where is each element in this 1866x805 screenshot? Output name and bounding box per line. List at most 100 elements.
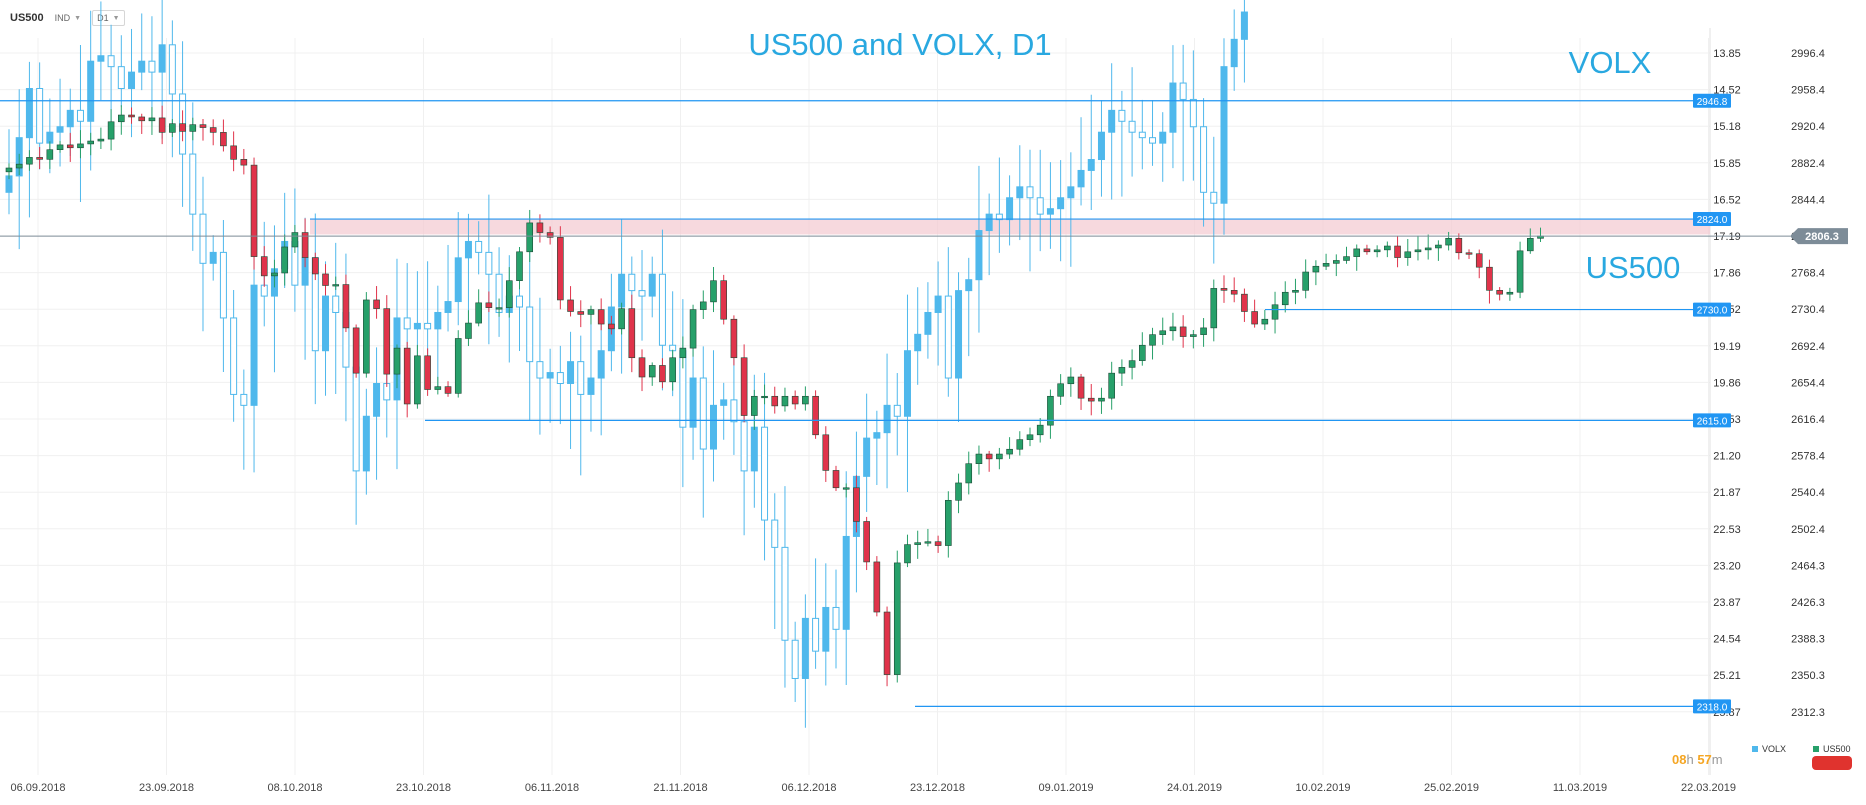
us500-candle-body xyxy=(1077,376,1085,399)
us500-candle xyxy=(648,362,656,386)
us500-candle-body xyxy=(1139,344,1146,361)
x-tick-label: 06.12.2018 xyxy=(781,782,836,794)
us500-candle xyxy=(618,302,625,335)
us500-candle-body xyxy=(1455,238,1463,254)
us500-candle-body xyxy=(1067,376,1075,385)
us500-candle xyxy=(965,451,973,495)
level-price-tag: 2615.0 xyxy=(1697,416,1728,427)
volx-candle-body xyxy=(454,257,462,303)
us500-candle-body xyxy=(526,222,534,253)
volx-candle xyxy=(1016,145,1024,241)
volx-candle xyxy=(618,218,626,374)
volx-candle-body xyxy=(403,317,411,330)
legend-item-us500[interactable]: US500 xyxy=(1813,744,1851,754)
us500-candle-body xyxy=(403,347,411,405)
timer-hours: 08 xyxy=(1672,752,1687,767)
volx-candle-body xyxy=(322,295,330,352)
volx-candle xyxy=(230,290,238,422)
us500-candle-body xyxy=(934,541,942,546)
us500-candle xyxy=(36,147,43,169)
us500-candle-body xyxy=(1281,291,1289,306)
us500-candle-body xyxy=(485,302,493,308)
us500-candle-body xyxy=(985,453,993,460)
legend-item-volx[interactable]: VOLX xyxy=(1752,744,1786,754)
volx-candle-body xyxy=(1087,159,1095,171)
volx-axis-label: 15.18 xyxy=(1713,121,1741,133)
us500-candle xyxy=(659,358,666,389)
volx-candle-body xyxy=(413,322,421,330)
us500-candle xyxy=(260,246,268,287)
us500-candle-body xyxy=(1465,252,1473,255)
us500-candle xyxy=(996,447,1003,470)
price-axis-label: 2464.3 xyxy=(1791,560,1825,572)
us500-candle-body xyxy=(179,123,186,132)
us500-candle xyxy=(1179,315,1187,348)
us500-candle xyxy=(1190,329,1197,349)
us500-candle-body xyxy=(1363,248,1371,253)
volx-candle xyxy=(567,331,575,450)
volx-axis-label: 22.53 xyxy=(1713,524,1741,536)
us500-candle-body xyxy=(434,386,442,390)
price-axis-label: 2616.4 xyxy=(1791,414,1825,426)
timer-minutes: 57 xyxy=(1697,752,1712,767)
instrument-type-dropdown[interactable]: IND ▼ xyxy=(50,10,86,26)
timeframe-dropdown[interactable]: D1 ▼ xyxy=(92,10,125,26)
volx-candle xyxy=(1006,175,1014,246)
volx-candle-body xyxy=(362,415,370,472)
us500-candle-body xyxy=(791,395,799,405)
us500-candle xyxy=(1271,291,1279,334)
us500-candle-body xyxy=(311,257,319,275)
volx-candle xyxy=(56,78,64,167)
us500-candle-body xyxy=(148,117,156,122)
us500-candle xyxy=(781,387,789,412)
us500-candle-body xyxy=(271,272,278,277)
us500-candle-body xyxy=(342,284,350,329)
symbol-label: US500 xyxy=(10,12,44,24)
volx-candle xyxy=(597,309,605,436)
us500-candle xyxy=(5,163,13,180)
volx-candle xyxy=(434,285,442,389)
us500-candle xyxy=(730,315,738,366)
volx-candle xyxy=(1159,112,1167,182)
us500-candle xyxy=(1475,249,1483,279)
volx-candle-body xyxy=(771,519,779,548)
us500-candle-body xyxy=(1128,360,1136,368)
us500-candle xyxy=(893,550,901,683)
volx-candle-body xyxy=(965,279,973,292)
x-tick-label: 06.11.2018 xyxy=(525,782,579,794)
us500-candle-body xyxy=(383,308,391,375)
volx-candle-body xyxy=(219,251,227,319)
chart-title: US500 and VOLX, D1 xyxy=(748,27,1051,62)
us500-candle xyxy=(1384,241,1391,258)
us500-candle-body xyxy=(536,222,544,233)
level-price-tag-bg xyxy=(1693,302,1731,317)
volx-candle-body xyxy=(373,382,381,417)
us500-candle-body xyxy=(5,167,13,173)
us500-candle xyxy=(842,483,850,498)
volx-axis-label: 16.52 xyxy=(1713,194,1741,206)
volx-candle-body xyxy=(1159,131,1167,144)
us500-candle-body xyxy=(1026,434,1034,440)
us500-candle xyxy=(1373,245,1381,258)
price-axis-label: 2958.4 xyxy=(1791,85,1825,97)
us500-candle xyxy=(444,381,452,397)
volx-candle-body xyxy=(587,377,595,395)
volx-candle xyxy=(332,242,340,394)
us500-candle xyxy=(46,141,54,169)
x-tick-label: 25.02.2019 xyxy=(1424,782,1479,794)
us500-candle xyxy=(577,300,585,328)
price-axis-label: 2388.3 xyxy=(1791,634,1825,646)
us500-candle-body xyxy=(781,395,789,407)
volx-candle xyxy=(240,369,248,470)
us500-candle-body xyxy=(1159,330,1167,335)
volx-candle-body xyxy=(168,44,176,95)
volx-axis-label: 19.19 xyxy=(1713,341,1741,353)
timer-hours-unit: h xyxy=(1686,752,1694,767)
us500-visibility-toggle[interactable] xyxy=(1812,756,1852,770)
us500-candle xyxy=(1016,431,1024,456)
volx-candle xyxy=(362,388,370,495)
us500-candle xyxy=(832,465,840,491)
us500-candle xyxy=(1087,384,1095,416)
us500-candle xyxy=(1333,254,1340,277)
